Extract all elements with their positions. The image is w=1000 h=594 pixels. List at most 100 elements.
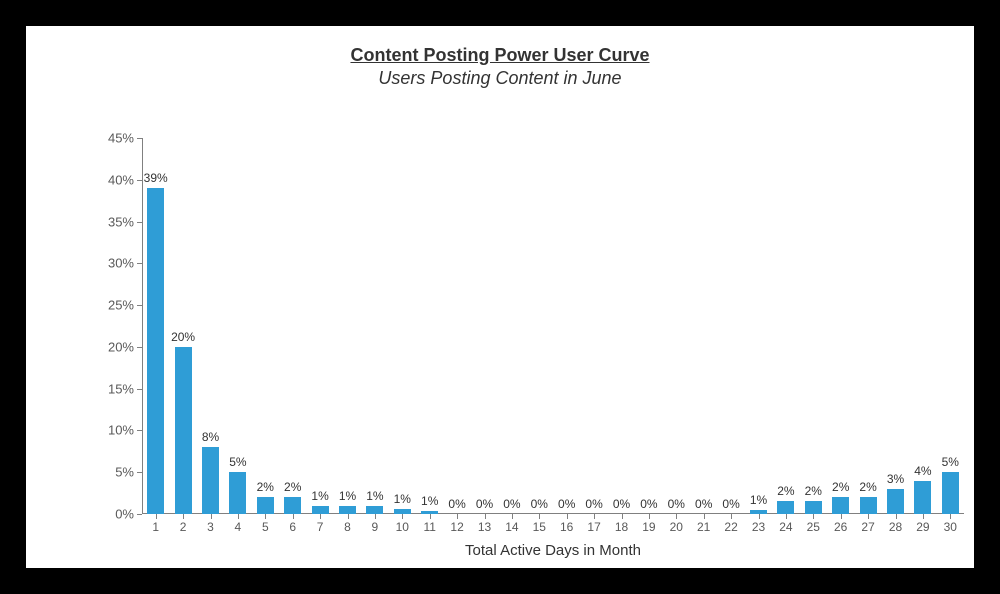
bar-value-label: 8% [202, 430, 219, 444]
x-tick-mark [868, 514, 869, 519]
bar-value-label: 0% [722, 497, 739, 511]
x-tick-mark [402, 514, 403, 519]
x-tick-mark [485, 514, 486, 519]
bar-value-label: 0% [531, 497, 548, 511]
x-tick-mark [211, 514, 212, 519]
x-tick-mark [293, 514, 294, 519]
x-tick-label: 4 [235, 520, 242, 534]
bar: 4% [914, 481, 931, 514]
bar-value-label: 0% [448, 497, 465, 511]
y-tick-mark [137, 138, 142, 139]
y-tick-mark [137, 222, 142, 223]
x-tick-mark [676, 514, 677, 519]
x-tick-mark [759, 514, 760, 519]
x-tick-label: 17 [587, 520, 600, 534]
bar: 1% [394, 509, 411, 514]
x-tick-label: 6 [289, 520, 296, 534]
x-tick-mark [156, 514, 157, 519]
x-tick-mark [320, 514, 321, 519]
chart-title-main: Content Posting Power User Curve [26, 44, 974, 67]
bar-value-label: 1% [421, 494, 438, 508]
bar: 2% [860, 497, 877, 514]
bar-value-label: 0% [668, 497, 685, 511]
x-tick-label: 27 [861, 520, 874, 534]
x-tick-label: 24 [779, 520, 792, 534]
y-tick-label: 40% [108, 172, 134, 187]
x-tick-label: 30 [944, 520, 957, 534]
y-tick-mark [137, 430, 142, 431]
y-tick-label: 15% [108, 381, 134, 396]
x-tick-label: 15 [533, 520, 546, 534]
plot-area: 0%5%10%15%20%25%30%35%40%45%139%220%38%4… [142, 138, 964, 514]
x-tick-mark [594, 514, 595, 519]
x-tick-mark [238, 514, 239, 519]
x-tick-label: 20 [670, 520, 683, 534]
y-tick-label: 20% [108, 339, 134, 354]
y-axis-line [142, 138, 143, 514]
bar-value-label: 1% [311, 489, 328, 503]
bar: 2% [257, 497, 274, 514]
bar: 1% [750, 510, 767, 514]
bar: 2% [777, 501, 794, 514]
x-tick-label: 12 [450, 520, 463, 534]
y-tick-mark [137, 180, 142, 181]
bar: 3% [887, 489, 904, 514]
bar: 1% [366, 506, 383, 514]
x-tick-label: 9 [372, 520, 379, 534]
chart-frame: Content Posting Power User Curve Users P… [26, 26, 974, 568]
bar: 5% [942, 472, 959, 514]
x-tick-mark [813, 514, 814, 519]
x-tick-mark [539, 514, 540, 519]
bar-value-label: 20% [171, 330, 195, 344]
bar-value-label: 5% [942, 455, 959, 469]
bar-value-label: 2% [257, 480, 274, 494]
x-tick-mark [430, 514, 431, 519]
title-block: Content Posting Power User Curve Users P… [26, 44, 974, 89]
x-tick-mark [923, 514, 924, 519]
x-tick-label: 19 [642, 520, 655, 534]
y-tick-mark [137, 305, 142, 306]
x-tick-label: 14 [505, 520, 518, 534]
bar-value-label: 0% [695, 497, 712, 511]
y-tick-label: 35% [108, 214, 134, 229]
x-tick-label: 2 [180, 520, 187, 534]
x-tick-mark [896, 514, 897, 519]
x-tick-mark [265, 514, 266, 519]
x-tick-mark [622, 514, 623, 519]
x-tick-mark [567, 514, 568, 519]
bar: 5% [229, 472, 246, 514]
x-tick-label: 13 [478, 520, 491, 534]
bar: 2% [805, 501, 822, 514]
x-tick-mark [348, 514, 349, 519]
bar-value-label: 0% [503, 497, 520, 511]
bar: 1% [339, 506, 356, 514]
y-tick-mark [137, 263, 142, 264]
bar-value-label: 2% [859, 480, 876, 494]
x-tick-mark [183, 514, 184, 519]
bar: 1% [421, 511, 438, 514]
x-tick-label: 29 [916, 520, 929, 534]
x-tick-mark [950, 514, 951, 519]
bar-value-label: 3% [887, 472, 904, 486]
x-tick-mark [457, 514, 458, 519]
x-tick-label: 8 [344, 520, 351, 534]
bar-value-label: 2% [832, 480, 849, 494]
x-tick-mark [841, 514, 842, 519]
y-tick-label: 30% [108, 256, 134, 271]
bar-value-label: 0% [640, 497, 657, 511]
bar-value-label: 0% [476, 497, 493, 511]
bar-value-label: 1% [750, 493, 767, 507]
x-tick-mark [786, 514, 787, 519]
x-tick-label: 28 [889, 520, 902, 534]
bar-value-label: 0% [558, 497, 575, 511]
bar-value-label: 0% [613, 497, 630, 511]
x-tick-label: 21 [697, 520, 710, 534]
y-tick-mark [137, 347, 142, 348]
x-tick-mark [649, 514, 650, 519]
bar: 20% [175, 347, 192, 514]
x-tick-label: 22 [724, 520, 737, 534]
bar-value-label: 39% [144, 171, 168, 185]
y-tick-label: 10% [108, 423, 134, 438]
bar-value-label: 2% [284, 480, 301, 494]
bar-value-label: 1% [394, 492, 411, 506]
